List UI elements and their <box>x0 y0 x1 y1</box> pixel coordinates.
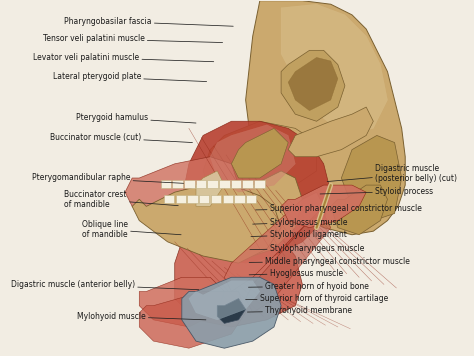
Text: Pharyngobasilar fascia: Pharyngobasilar fascia <box>64 17 233 26</box>
Polygon shape <box>341 135 401 221</box>
Polygon shape <box>188 195 198 203</box>
Text: Levator veli palatini muscle: Levator veli palatini muscle <box>33 53 214 62</box>
Text: Lateral pterygoid plate: Lateral pterygoid plate <box>53 72 207 82</box>
Text: Mylohyoid muscle: Mylohyoid muscle <box>77 312 206 321</box>
Text: Superior pharyngeal constrictor muscle: Superior pharyngeal constrictor muscle <box>255 204 422 213</box>
Polygon shape <box>246 214 331 313</box>
Text: Buccinator crest
of mandible: Buccinator crest of mandible <box>64 190 178 209</box>
Polygon shape <box>223 195 233 203</box>
Text: Pterygoid hamulus: Pterygoid hamulus <box>76 113 196 123</box>
Polygon shape <box>210 125 295 192</box>
Polygon shape <box>176 195 186 203</box>
Polygon shape <box>224 192 324 292</box>
Polygon shape <box>331 185 387 235</box>
Polygon shape <box>189 281 260 320</box>
Polygon shape <box>175 227 302 327</box>
Text: Oblique line
of mandible: Oblique line of mandible <box>82 220 181 239</box>
Polygon shape <box>211 195 221 203</box>
Polygon shape <box>139 292 246 348</box>
Text: Greater horn of hyoid bone: Greater horn of hyoid bone <box>248 282 369 290</box>
Text: Buccinator muscle (cut): Buccinator muscle (cut) <box>50 133 192 142</box>
Polygon shape <box>196 180 206 188</box>
Text: Pterygomandibular raphe: Pterygomandibular raphe <box>32 173 183 183</box>
Polygon shape <box>254 180 265 188</box>
Text: Digastric muscle
(posterior belly) (cut): Digastric muscle (posterior belly) (cut) <box>327 164 457 183</box>
Polygon shape <box>231 171 302 256</box>
Polygon shape <box>217 299 246 323</box>
Polygon shape <box>196 171 224 206</box>
Polygon shape <box>246 195 256 203</box>
Polygon shape <box>234 195 245 203</box>
Text: Stylohyoid ligament: Stylohyoid ligament <box>251 230 346 239</box>
Polygon shape <box>125 157 238 221</box>
Text: Thyrohyoid membrane: Thyrohyoid membrane <box>247 307 352 315</box>
Polygon shape <box>172 180 183 188</box>
Polygon shape <box>182 277 281 348</box>
Text: Middle pharyngeal constrictor muscle: Middle pharyngeal constrictor muscle <box>249 257 410 266</box>
Polygon shape <box>207 180 218 188</box>
Polygon shape <box>281 50 345 121</box>
Polygon shape <box>161 180 171 188</box>
Text: Superior horn of thyroid cartilage: Superior horn of thyroid cartilage <box>246 294 388 303</box>
Polygon shape <box>246 1 405 235</box>
Polygon shape <box>164 195 174 203</box>
Polygon shape <box>288 107 374 157</box>
Polygon shape <box>132 185 281 263</box>
Polygon shape <box>281 4 387 135</box>
Polygon shape <box>242 180 253 188</box>
Text: Stylopharyngeus muscle: Stylopharyngeus muscle <box>250 244 364 253</box>
Polygon shape <box>281 185 366 227</box>
Polygon shape <box>231 129 288 178</box>
Polygon shape <box>184 180 194 188</box>
Polygon shape <box>182 121 331 263</box>
Text: Styloid process: Styloid process <box>320 187 433 196</box>
Text: Digastric muscle (anterior belly): Digastric muscle (anterior belly) <box>11 280 199 290</box>
Polygon shape <box>231 180 241 188</box>
Text: Hyoglossus muscle: Hyoglossus muscle <box>249 268 343 278</box>
Polygon shape <box>203 121 317 199</box>
Polygon shape <box>139 277 224 327</box>
Polygon shape <box>199 195 210 203</box>
Text: Tensor veli palatini muscle: Tensor veli palatini muscle <box>43 35 223 43</box>
Polygon shape <box>219 180 230 188</box>
Polygon shape <box>288 57 338 111</box>
Text: Styloglossus muscle: Styloglossus muscle <box>253 218 347 227</box>
